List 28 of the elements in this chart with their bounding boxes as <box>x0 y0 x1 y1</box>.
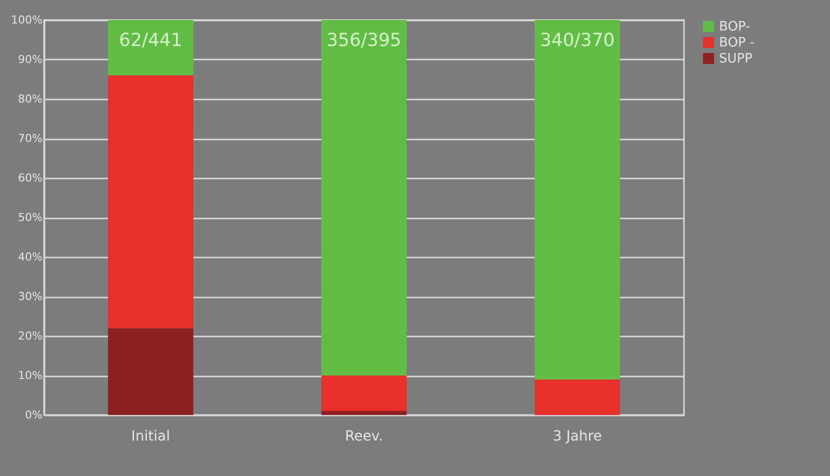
y-tick-label: 30% <box>18 290 42 303</box>
bar <box>321 411 407 415</box>
y-tick-label: 90% <box>18 53 42 66</box>
bar <box>534 20 620 380</box>
y-tick-label: 0% <box>25 408 42 422</box>
y-tick-label: 50% <box>18 211 42 224</box>
bar <box>321 20 407 376</box>
x-tick-label: 3 Jahre <box>552 428 602 444</box>
bar <box>534 379 620 415</box>
data-label: 62/441 <box>119 30 182 51</box>
y-tick-label: 80% <box>18 92 42 106</box>
y-tick-label: 70% <box>18 132 42 145</box>
bar <box>108 20 194 76</box>
y-tick-label: 20% <box>18 330 42 342</box>
data-label: 340/370 <box>540 30 615 51</box>
legend-label: SUPP <box>719 52 753 66</box>
x-tick-label: Reev. <box>345 428 383 444</box>
bar <box>108 328 194 415</box>
y-tick-label: 40% <box>18 250 42 264</box>
x-tick-label: Initial <box>131 428 170 444</box>
legend-label: BOP - <box>719 36 755 50</box>
bar <box>321 376 407 412</box>
legend-label: BOP- <box>719 20 750 34</box>
data-label: 356/395 <box>326 30 402 51</box>
y-tick-label: 10% <box>18 369 42 382</box>
bar <box>108 75 194 328</box>
y-tick-label: 60% <box>18 172 42 184</box>
y-tick-label: 100% <box>11 14 42 26</box>
